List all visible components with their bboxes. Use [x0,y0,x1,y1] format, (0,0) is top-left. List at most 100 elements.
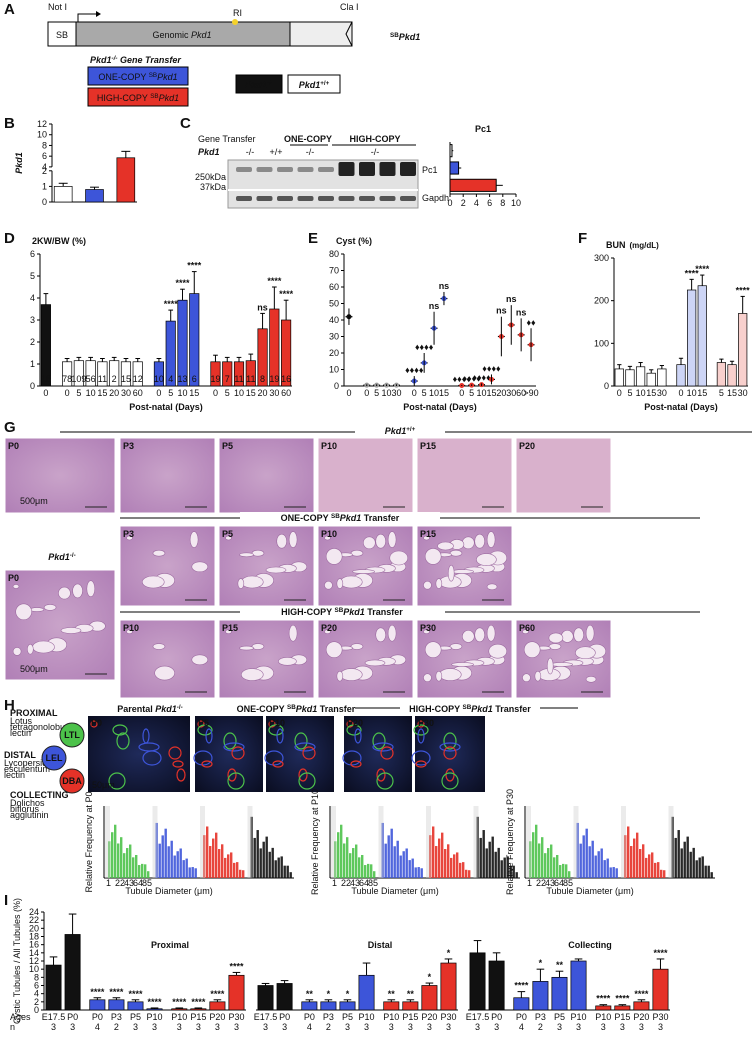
x-tick-label: 64 [554,878,564,888]
annotation: ♦♦♦♦ [453,374,472,384]
x-tick-label: 15 [646,388,656,398]
image-label: P15 [420,441,436,451]
histogram-shape [147,871,150,878]
scale-label: 500μm [20,664,48,674]
x-tick-label: 5 [719,388,724,398]
cyst [26,643,34,655]
histogram-shape [144,864,147,878]
histogram-shape [212,838,215,878]
x-tick-label: 85 [142,878,152,888]
y-tick-label: 2 [30,337,35,347]
cyst [288,531,298,548]
bar [488,960,505,1011]
y-tick-label: 3 [30,315,35,325]
group-title: Parental Pkd1-/- [117,704,183,715]
scale-label: 50μm [92,780,115,790]
text-part: Pkd1 [14,152,24,174]
x-tick-label: P5 [342,1012,353,1022]
y-tick-label: 4 [30,293,35,303]
image-label: P15 [420,529,436,539]
text-part: COLLECTING [10,790,69,800]
blot-label: Gene Transfer [198,134,256,144]
promoter-arrow [77,13,96,22]
x-tick-label: 10 [234,388,244,398]
y-tick-label: 200 [594,296,609,306]
x-tick-label: 0 [678,388,683,398]
tubule [302,746,316,760]
x-tick-label: 64 [133,878,143,888]
text-part: 64 [133,878,143,888]
image-label: P5 [222,441,233,451]
n-label: 3 [427,1022,432,1032]
bar [625,369,635,387]
group-title: ONE-COPY SBPkd1 Transfer [281,513,400,524]
x-tick-label: E17.5 [42,1012,66,1022]
text-part: Pkd1 [399,32,421,42]
blot-band [318,167,334,172]
cyst [534,670,542,682]
histogram-shape [559,865,562,878]
bar [738,313,748,387]
text-part: Post-natal (Days) [644,402,718,412]
n-label: 6 [192,374,197,384]
rule-gap [240,512,440,524]
text-part: Pkd1 [299,80,321,90]
text-part: Pkd1 [340,513,362,523]
histogram-shape [384,843,387,878]
histogram-shape [173,855,176,878]
x-tick-label: 5 [374,388,379,398]
histogram-shape [239,869,242,878]
group-title: HIGH-COPY SBPkd1 Transfer [281,607,403,618]
x-tick-label: P10 [383,1012,399,1022]
histogram-shape [370,864,373,878]
x-tick-label: P3 [323,1012,334,1022]
image-label: P0 [8,441,19,451]
image-label: P15 [222,623,238,633]
tubule [445,768,455,782]
histogram-shape [509,865,512,878]
bar [449,144,453,158]
x-tick-label: 30 [391,388,401,398]
text-part: 22 [536,878,546,888]
image-label: P10 [269,718,285,728]
blot-band [256,196,273,201]
rule-gap [240,606,445,618]
panel-label: F [578,230,587,247]
bar [171,1008,188,1011]
histogram-shape [683,841,686,878]
y-tick-label: 24 [29,907,39,917]
annotation: ♦♦♦♦ [405,365,424,375]
x-tick-label: 10 [177,388,187,398]
cyst [352,569,375,574]
cyst [461,536,475,550]
histogram-shape [491,836,494,878]
x-tick-label: P20 [633,1012,649,1022]
histogram-shape [671,816,674,878]
text-part: Genomic [152,30,191,40]
histogram-shape [594,855,597,878]
histogram-shape [450,857,453,878]
y-tick-label: 12 [37,119,47,129]
histogram-shade [473,806,479,878]
construct-label: Genomic Pkd1 [152,30,211,40]
n-label: 11 [98,374,107,384]
bar [228,974,245,1011]
x-tick-label: 0 [156,388,161,398]
blot-band [379,196,396,201]
cyst [189,531,199,548]
tubule [346,724,362,736]
construct-end [345,21,353,47]
cyst [424,641,442,658]
x-tick-label: 30 [738,388,748,398]
x-tick-label: P5 [130,1012,141,1022]
cyst [339,668,363,681]
histogram-shape [591,840,594,878]
x-tick-label: P10 [595,1012,611,1022]
text-part: Pc1 [475,124,491,134]
cyst [447,564,455,582]
histogram-shape [355,844,358,878]
image-label: P20 [321,623,337,633]
chart-title: Proximal [151,940,189,950]
cyst [191,561,209,573]
